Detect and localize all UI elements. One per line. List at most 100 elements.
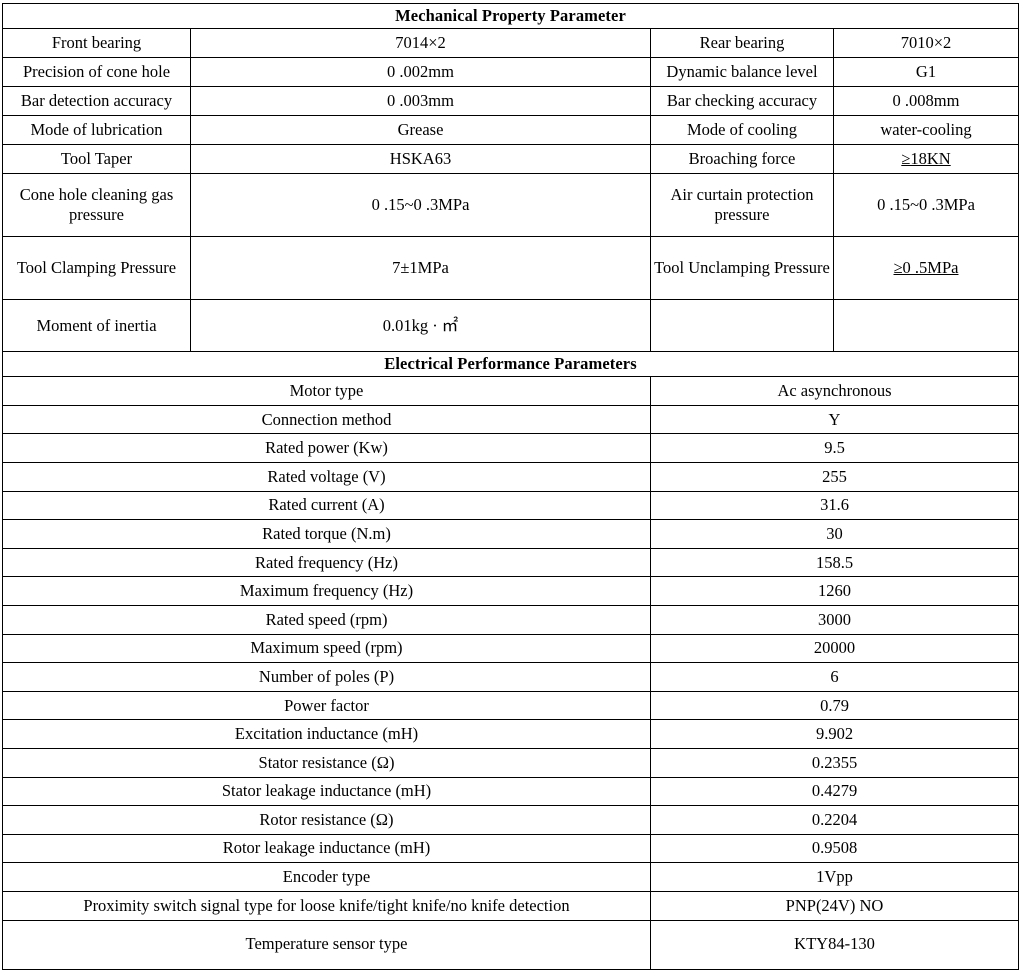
table-row: Bar detection accuracy 0 .003mm Bar chec… — [2, 86, 1019, 117]
table-row: Rated frequency (Hz) 158.5 — [2, 547, 1019, 578]
table-row: Rated voltage (V) 255 — [2, 462, 1019, 492]
table-row: Excitation inductance (mH) 9.902 — [2, 719, 1019, 749]
mechanical-section-header-row: Mechanical Property Parameter — [2, 2, 1019, 30]
row-label: Tool Clamping Pressure — [2, 236, 191, 301]
row-value-secondary: ≥18KN — [833, 144, 1019, 175]
row-label: Maximum frequency (Hz) — [2, 576, 651, 606]
table-row: Temperature sensor type KTY84-130 — [2, 919, 1019, 970]
table-row: Front bearing 7014×2 Rear bearing 7010×2 — [2, 28, 1019, 59]
row-value-secondary: ≥0 .5MPa — [833, 236, 1019, 301]
table-row: Rated speed (rpm) 3000 — [2, 605, 1019, 635]
row-value: 0.2355 — [650, 747, 1019, 778]
row-label-secondary: Rear bearing — [650, 28, 834, 59]
row-value-secondary: water-cooling — [833, 115, 1019, 146]
row-value: HSKA63 — [190, 144, 651, 175]
row-value: KTY84-130 — [650, 919, 1019, 970]
row-value: 158.5 — [650, 547, 1019, 578]
row-label-secondary: Tool Unclamping Pressure — [650, 236, 834, 301]
table-row: Rotor leakage inductance (mH) 0.9508 — [2, 833, 1019, 864]
row-value: 0 .003mm — [190, 86, 651, 117]
row-value: 0.2204 — [650, 805, 1019, 835]
row-label: Mode of lubrication — [2, 115, 191, 146]
row-label: Rated frequency (Hz) — [2, 547, 651, 578]
row-label-secondary: Dynamic balance level — [650, 57, 834, 88]
row-label: Power factor — [2, 690, 651, 721]
table-row: Power factor 0.79 — [2, 690, 1019, 721]
table-row: Mode of lubrication Grease Mode of cooli… — [2, 115, 1019, 146]
row-value: Y — [650, 404, 1019, 435]
row-value-secondary-empty — [833, 299, 1019, 353]
row-value: Ac asynchronous — [650, 376, 1019, 406]
row-label: Number of poles (P) — [2, 662, 651, 692]
tool-unclamping-pressure-value: ≥0 .5MPa — [893, 258, 959, 278]
row-value: 3000 — [650, 605, 1019, 635]
row-value: PNP(24V) NO — [650, 890, 1019, 921]
row-value: 0.01kg · ㎡ — [190, 299, 651, 353]
row-value: 0.4279 — [650, 776, 1019, 807]
row-label-secondary-empty — [650, 299, 834, 353]
row-label: Front bearing — [2, 28, 191, 59]
row-label: Temperature sensor type — [2, 919, 651, 970]
row-label: Stator leakage inductance (mH) — [2, 776, 651, 807]
row-value: 0 .15~0 .3MPa — [190, 173, 651, 238]
row-value: 0.9508 — [650, 833, 1019, 864]
row-label: Proximity switch signal type for loose k… — [2, 890, 651, 921]
row-label-secondary: Mode of cooling — [650, 115, 834, 146]
row-value: 30 — [650, 519, 1019, 549]
row-label-secondary: Air curtain protection pressure — [650, 173, 834, 238]
table-row: Rated current (A) 31.6 — [2, 490, 1019, 521]
row-value: 6 — [650, 662, 1019, 692]
table-row: Tool Taper HSKA63 Broaching force ≥18KN — [2, 144, 1019, 175]
row-value: 31.6 — [650, 490, 1019, 521]
row-value: 1260 — [650, 576, 1019, 606]
electrical-section-title: Electrical Performance Parameters — [2, 351, 1019, 378]
table-row: Motor type Ac asynchronous — [2, 376, 1019, 406]
table-row: Precision of cone hole 0 .002mm Dynamic … — [2, 57, 1019, 88]
table-row: Maximum speed (rpm) 20000 — [2, 633, 1019, 664]
row-value: 20000 — [650, 633, 1019, 664]
row-label: Motor type — [2, 376, 651, 406]
table-row: Tool Clamping Pressure 7±1MPa Tool Uncla… — [2, 236, 1019, 301]
table-row: Moment of inertia 0.01kg · ㎡ — [2, 299, 1019, 353]
row-value: Grease — [190, 115, 651, 146]
row-value: 7±1MPa — [190, 236, 651, 301]
row-label: Bar detection accuracy — [2, 86, 191, 117]
row-value: 9.902 — [650, 719, 1019, 749]
table-row: Number of poles (P) 6 — [2, 662, 1019, 692]
row-value-secondary: 7010×2 — [833, 28, 1019, 59]
broaching-force-value: ≥18KN — [901, 149, 951, 169]
row-label: Tool Taper — [2, 144, 191, 175]
row-label: Rated voltage (V) — [2, 462, 651, 492]
table-row: Maximum frequency (Hz) 1260 — [2, 576, 1019, 606]
row-label: Connection method — [2, 404, 651, 435]
table-row: Stator leakage inductance (mH) 0.4279 — [2, 776, 1019, 807]
row-label: Rated speed (rpm) — [2, 605, 651, 635]
row-label: Encoder type — [2, 862, 651, 892]
row-label: Rated torque (N.m) — [2, 519, 651, 549]
row-value: 1Vpp — [650, 862, 1019, 892]
row-label: Rotor resistance (Ω) — [2, 805, 651, 835]
row-label: Rated power (Kw) — [2, 433, 651, 464]
row-label: Precision of cone hole — [2, 57, 191, 88]
row-label: Moment of inertia — [2, 299, 191, 353]
row-label: Cone hole cleaning gas pressure — [2, 173, 191, 238]
row-label-secondary: Broaching force — [650, 144, 834, 175]
row-value: 9.5 — [650, 433, 1019, 464]
row-value: 7014×2 — [190, 28, 651, 59]
row-label: Rotor leakage inductance (mH) — [2, 833, 651, 864]
row-value: 0 .002mm — [190, 57, 651, 88]
table-row: Cone hole cleaning gas pressure 0 .15~0 … — [2, 173, 1019, 238]
row-value-secondary: 0 .008mm — [833, 86, 1019, 117]
table-row: Rotor resistance (Ω) 0.2204 — [2, 805, 1019, 835]
row-label: Excitation inductance (mH) — [2, 719, 651, 749]
row-value: 255 — [650, 462, 1019, 492]
row-label: Maximum speed (rpm) — [2, 633, 651, 664]
table-row: Rated power (Kw) 9.5 — [2, 433, 1019, 464]
row-value-secondary: G1 — [833, 57, 1019, 88]
row-label: Stator resistance (Ω) — [2, 747, 651, 778]
electrical-section-header-row: Electrical Performance Parameters — [2, 351, 1019, 378]
table-row: Connection method Y — [2, 404, 1019, 435]
table-row: Stator resistance (Ω) 0.2355 — [2, 747, 1019, 778]
table-row: Encoder type 1Vpp — [2, 862, 1019, 892]
